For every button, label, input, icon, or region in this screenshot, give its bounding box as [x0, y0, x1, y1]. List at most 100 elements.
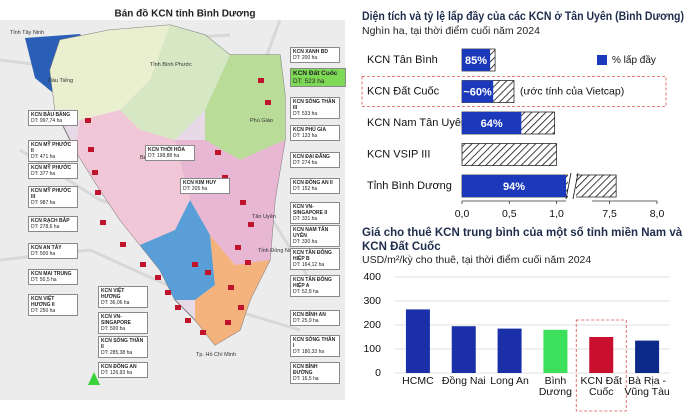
park-area: DT: 331 ha	[293, 216, 318, 222]
x-tick-label: Bà Rịa - Vũng Tàu	[624, 375, 670, 398]
district-thu-dau-mot	[140, 200, 215, 300]
park-name: KCN ĐỒNG AN II	[293, 180, 333, 186]
x-tick-label: 7,5	[602, 208, 617, 220]
factory-icon	[248, 222, 254, 227]
park-area: DT: 36,06 ha	[101, 300, 130, 306]
park-label: KCN VIỆT HƯƠNG II DT: 250 ha	[28, 294, 78, 316]
x-tick-label: 8,0	[650, 208, 665, 220]
y-tick-label: 200	[363, 319, 381, 331]
region-label: Phú Giáo	[250, 118, 273, 124]
park-name: KCN VN-SINGAPORE II	[293, 204, 328, 216]
factory-icon	[245, 260, 251, 265]
fill-bar	[462, 49, 491, 71]
park-area: DT: 285,38 ha	[101, 350, 133, 356]
x-tick-label: Bình Dương	[538, 375, 572, 398]
bar	[451, 326, 476, 373]
park-label: KCN MỸ PHƯỚC II DT: 471 ha	[28, 140, 78, 162]
park-name: KCN MỸ PHƯỚC	[31, 165, 72, 171]
park-label: KCN SÓNG THẦN II DT: 285,38 ha	[98, 336, 148, 358]
park-area: DT: 278,6 ha	[31, 224, 60, 230]
park-label: KCN BÌNH ĐƯỜNG DT: 16,5 ha	[290, 362, 340, 384]
factory-icon	[215, 150, 221, 155]
x-tick-label: 0,5	[502, 208, 517, 220]
region-label: Tỉnh Tây Ninh	[10, 30, 45, 36]
park-label: KCN ĐỒNG AN II DT: 152 ha	[290, 178, 340, 194]
factory-icon	[100, 220, 106, 225]
park-name: KCN ĐẠI ĐĂNG	[293, 154, 330, 160]
park-label: KCN AN TÂY DT: 500 ha	[28, 243, 78, 259]
park-area: DT: 987 ha	[31, 200, 56, 206]
park-label: KCN VN-SINGAPORE II DT: 331 ha	[290, 202, 340, 224]
park-label: KCN MAI TRUNG DT: 50,5 ha	[28, 269, 78, 285]
bar	[635, 340, 660, 373]
park-label: KCN Đất Cuốc DT: 523 ha	[290, 68, 346, 87]
data-label: 64%	[481, 118, 503, 130]
fill-bar	[462, 112, 522, 134]
factory-icon	[175, 305, 181, 310]
park-name: KCN TÂN ĐÔNG HIỆP A	[293, 277, 332, 289]
park-name: KCN MỸ PHƯỚC III	[31, 188, 72, 200]
factory-icon	[192, 262, 198, 267]
factory-icon	[155, 275, 161, 280]
park-area: DT: 330 ha	[293, 239, 318, 245]
fill-bar	[462, 80, 494, 103]
district-phu-giao	[205, 55, 285, 160]
park-label: KCN MỸ PHƯỚC DT: 377 ha	[28, 163, 78, 179]
park-name: KCN KIM HUY	[183, 180, 217, 186]
park-area: DT: 133 ha	[293, 133, 318, 139]
region-label: Tân Uyên	[252, 214, 276, 220]
bar	[405, 309, 430, 373]
fill-bar	[462, 175, 566, 197]
factory-icon	[205, 270, 211, 275]
park-area: DT: 25,9 ha	[293, 318, 319, 324]
park-area: DT: 500 ha	[31, 251, 56, 257]
park-label: KCN VIỆT HƯƠNG DT: 36,06 ha	[98, 286, 148, 308]
x-tick-label: 1,0	[549, 208, 564, 220]
park-name: KCN MAI TRUNG	[31, 271, 72, 277]
x-tick-label: Đồng Nai	[441, 375, 486, 387]
chart-subtitle: Nghìn ha, tại thời điểm cuối năm 2024	[362, 25, 540, 37]
park-name: KCN SÓNG THẦN I	[293, 337, 336, 349]
map-drawing	[0, 19, 345, 400]
factory-icon	[258, 78, 264, 83]
area-bar	[461, 143, 557, 166]
park-area: DT: 198,88 ha	[148, 153, 180, 159]
park-name: KCN RẠCH BẮP	[31, 218, 70, 224]
y-tick-label: KCN Nam Tân Uyên	[367, 117, 467, 129]
data-label: ~60%	[463, 86, 492, 98]
park-area: DT: 52,8 ha	[293, 289, 319, 295]
park-label: KCN KIM HUY DT: 205 ha	[180, 178, 230, 194]
park-label: KCN SÓNG THẦN I DT: 180,33 ha	[290, 335, 340, 357]
factory-icon	[88, 147, 94, 152]
park-area: DT: 180,33 ha	[293, 349, 325, 355]
park-area: DT: 250 ha	[31, 308, 56, 314]
park-area: DT: 377 ha	[31, 171, 56, 177]
park-area: DT: 205 ha	[183, 186, 208, 192]
park-area: DT: 16,5 ha	[293, 376, 319, 382]
factory-icon	[140, 262, 146, 267]
chart-subtitle: USD/m²/kỳ cho thuê, tại thời điểm cuối n…	[362, 254, 592, 266]
park-name: KCN SÓNG THẦN II	[101, 338, 144, 350]
district-bau-bang	[120, 25, 230, 140]
park-area: DT: 997,74 ha	[31, 118, 63, 124]
park-label: KCN BÀU BÀNG DT: 997,74 ha	[28, 110, 78, 126]
factory-icon	[185, 318, 191, 323]
park-area: DT: 164,12 ha	[293, 262, 325, 268]
park-name: KCN XANH BD	[293, 49, 328, 55]
factory-icon	[222, 175, 228, 180]
region-label: Tp. Hồ Chí Minh	[196, 352, 237, 358]
highlight-box	[361, 76, 667, 107]
park-label: KCN TÂN ĐÔNG HIỆP B DT: 164,12 ha	[290, 248, 340, 270]
park-name: KCN VN-SINGAPORE	[101, 314, 132, 326]
park-area: DT: 533 ha	[293, 111, 318, 117]
park-area: DT: 126,93 ha	[101, 370, 133, 376]
park-name: KCN BÀU BÀNG	[31, 112, 71, 118]
park-area: DT: 471 ha	[31, 154, 56, 160]
park-name: KCN THỚI HÒA	[148, 147, 186, 153]
region-label: Tỉnh Đồng Nai	[258, 248, 294, 254]
park-name: KCN PHÚ GIA	[293, 127, 327, 133]
factory-icon	[228, 285, 234, 290]
axis-break	[568, 174, 576, 198]
park-label: KCN ĐỒNG AN DT: 126,93 ha	[98, 362, 148, 378]
